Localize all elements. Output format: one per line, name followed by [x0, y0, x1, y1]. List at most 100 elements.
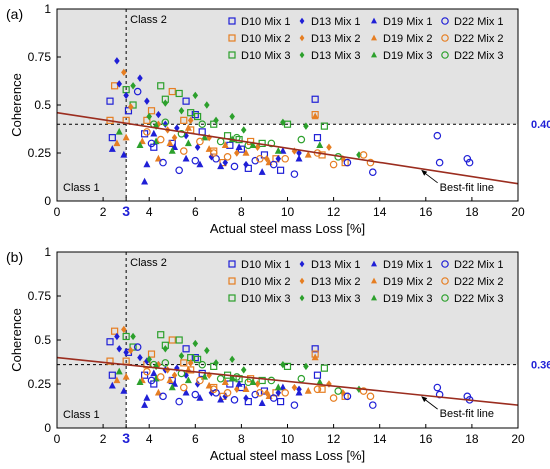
data-point: [106, 357, 114, 365]
data-point: [141, 177, 149, 185]
series-d13-mix-3: [130, 332, 362, 393]
data-point: [143, 160, 151, 168]
data-point: [359, 151, 368, 159]
series-d22-mix-2: [143, 367, 375, 402]
series-d19-mix-1: [108, 369, 303, 408]
data-point: [191, 354, 199, 362]
data-point: [122, 133, 130, 141]
legend-label: D22 Mix 2: [454, 33, 504, 45]
data-point: [275, 389, 282, 397]
data-point: [368, 401, 377, 409]
data-point: [465, 158, 474, 167]
data-point: [281, 388, 289, 397]
class2-label: Class 2: [130, 14, 167, 26]
class1-region: [57, 252, 127, 428]
data-point: [196, 137, 204, 146]
data-point: [304, 150, 312, 158]
x-tick-label: 18: [465, 205, 479, 219]
data-point: [280, 360, 286, 369]
x-tick-label: 20: [511, 432, 525, 446]
data-point: [229, 355, 235, 364]
legend-marker: [441, 294, 449, 302]
data-point: [303, 362, 309, 371]
data-point: [194, 143, 201, 151]
data-point: [311, 112, 319, 120]
y-tick-label: 1: [44, 2, 51, 16]
data-point: [147, 107, 156, 115]
data-point: [121, 325, 127, 334]
data-point: [138, 137, 146, 145]
data-point: [156, 373, 165, 381]
legend-label: D13 Mix 3: [311, 293, 361, 305]
data-point: [171, 133, 178, 142]
data-point: [313, 134, 322, 142]
data-point: [175, 397, 183, 406]
data-point: [175, 336, 183, 344]
data-point: [116, 80, 123, 88]
data-point: [136, 141, 144, 149]
legend-label: D10 Mix 1: [241, 259, 291, 271]
x-tick-label: 14: [373, 432, 387, 446]
legend-marker: [299, 34, 305, 42]
legend-marker: [441, 51, 449, 59]
data-point: [343, 158, 352, 167]
x-tick-label: 6: [192, 205, 199, 219]
data-point: [178, 107, 185, 115]
data-point: [133, 87, 142, 96]
data-point: [276, 166, 285, 174]
class1-region: [57, 9, 127, 201]
threshold-value-label: 0.40: [531, 119, 550, 131]
data-point: [120, 386, 128, 394]
class2-region: [126, 9, 519, 125]
data-point: [201, 372, 209, 380]
data-point: [106, 338, 114, 346]
data-point: [168, 147, 176, 154]
legend-marker: [371, 51, 377, 58]
data-point: [124, 107, 133, 115]
panel-label: (b): [6, 249, 23, 265]
x-tick-label: 2: [100, 205, 107, 219]
best-fit-arrow-head: [421, 396, 428, 403]
data-point: [279, 147, 287, 154]
data-point: [316, 141, 324, 149]
data-point: [196, 376, 204, 385]
legend-label: D10 Mix 3: [241, 50, 291, 62]
best-fit-label: Best-fit line: [440, 182, 494, 194]
data-point: [311, 95, 319, 103]
data-point: [161, 118, 170, 127]
data-point: [171, 371, 178, 379]
data-point: [463, 154, 472, 163]
data-point: [240, 126, 247, 134]
data-point: [205, 145, 213, 152]
y-tick-label: 0.25: [28, 146, 52, 160]
legend-label: D22 Mix 3: [454, 293, 504, 305]
data-point: [184, 139, 192, 147]
data-point: [184, 376, 192, 384]
legend-label: D19 Mix 1: [383, 259, 433, 271]
legend-marker: [228, 294, 236, 302]
data-point: [258, 376, 266, 385]
y-tick-label: 0.25: [28, 377, 52, 391]
data-point: [359, 387, 368, 395]
series-d19-mix-2: [113, 353, 319, 400]
data-point: [114, 57, 120, 65]
legend-marker: [228, 260, 236, 268]
data-point: [175, 89, 183, 98]
data-point: [260, 151, 269, 159]
data-point: [178, 352, 185, 360]
data-point: [283, 120, 292, 128]
series-d22-mix-2: [143, 128, 375, 169]
data-point: [366, 158, 375, 167]
x-axis-label: Actual steel mass Loss [%]: [210, 221, 365, 236]
y-tick-label: 0.5: [34, 98, 51, 112]
data-point: [290, 170, 299, 178]
data-point: [187, 109, 195, 117]
legend-marker: [441, 34, 449, 42]
data-point: [106, 97, 114, 105]
legend-marker: [299, 17, 305, 25]
legend-marker: [299, 294, 305, 302]
data-point: [242, 148, 250, 156]
legend-label: D13 Mix 3: [311, 50, 361, 62]
